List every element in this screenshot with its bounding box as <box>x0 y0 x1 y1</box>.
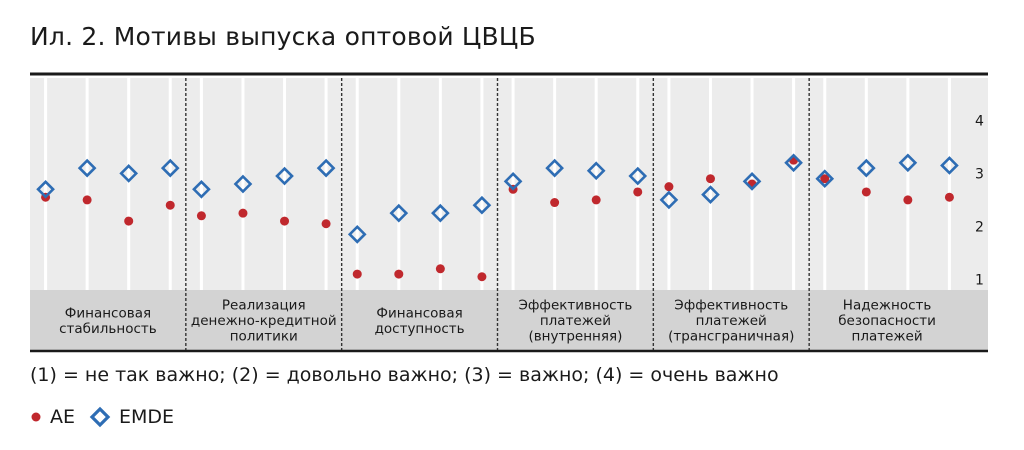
ae-point <box>321 219 331 229</box>
emde-point <box>659 190 679 210</box>
ae-point <box>238 208 248 218</box>
legend-item-ae: AE <box>30 406 75 428</box>
emde-point <box>347 225 367 244</box>
ae-point <box>944 192 954 202</box>
emde-point <box>586 161 606 181</box>
ae-point <box>165 200 175 210</box>
legend-label-emde: EMDE <box>119 406 175 428</box>
y-tick-label: 4 <box>975 113 984 129</box>
emde-point <box>36 179 55 199</box>
emde-point <box>628 166 648 186</box>
emde-point <box>503 172 523 191</box>
category-label: Эффективность платежей (трансграничная) <box>668 298 794 345</box>
emde-point <box>431 203 450 223</box>
emde-point <box>898 153 918 173</box>
ae-point <box>352 269 362 279</box>
emde-point <box>389 203 409 223</box>
category-label: Финансовая доступность <box>375 305 465 337</box>
ae-point <box>280 216 290 226</box>
ae-point <box>591 195 601 205</box>
emde-point <box>77 158 97 178</box>
ae-point <box>82 195 92 205</box>
emde-point <box>160 158 180 178</box>
scale-note: (1) = не так важно; (2) = довольно важно… <box>30 364 779 386</box>
legend-marker-ae <box>31 412 41 422</box>
chart-area: 1 2 3 4 Финансовая стабильность Реализация дене… <box>30 72 988 353</box>
ae-point <box>705 174 715 184</box>
legend-label-ae: AE <box>50 406 76 428</box>
category-label: Эффективность платежей (внутренняя) <box>518 298 632 345</box>
emde-point <box>233 174 253 194</box>
chart-title: Ил. 2. Мотивы выпуска оптовой ЦВЦБ <box>30 22 536 51</box>
ae-point <box>550 198 560 208</box>
emde-point <box>701 185 720 204</box>
ae-point <box>435 264 445 274</box>
category-label: Надежность безопасности платежей <box>838 298 936 345</box>
y-tick-label: 2 <box>975 219 984 235</box>
category-band <box>30 290 988 350</box>
legend-item-emde: EMDE <box>89 406 174 428</box>
emde-point <box>784 153 803 173</box>
y-tick-label: 3 <box>975 166 984 182</box>
legend-marker-emde <box>89 406 111 428</box>
ae-point <box>477 272 487 282</box>
ae-point <box>633 187 643 197</box>
ae-point <box>820 174 830 184</box>
ae-point <box>196 211 206 221</box>
ae-point <box>124 216 134 226</box>
emde-point <box>545 158 564 178</box>
emde-point <box>856 158 876 178</box>
emde-point <box>472 195 492 215</box>
emde-point <box>119 164 139 183</box>
category-label: Реализация денежно-кредитной политики <box>191 298 337 345</box>
ae-point <box>394 269 404 279</box>
legend: AE EMDE <box>30 402 188 432</box>
ae-point <box>664 182 674 192</box>
category-label: Финансовая стабильность <box>59 305 157 337</box>
ae-point <box>861 187 871 197</box>
y-tick-label: 1 <box>975 272 984 288</box>
emde-point <box>316 158 336 178</box>
emde-point <box>275 166 294 186</box>
ae-point <box>903 195 913 205</box>
emde-point <box>940 156 959 175</box>
emde-point <box>742 172 762 191</box>
emde-point <box>192 179 211 199</box>
emde-point <box>815 169 835 189</box>
